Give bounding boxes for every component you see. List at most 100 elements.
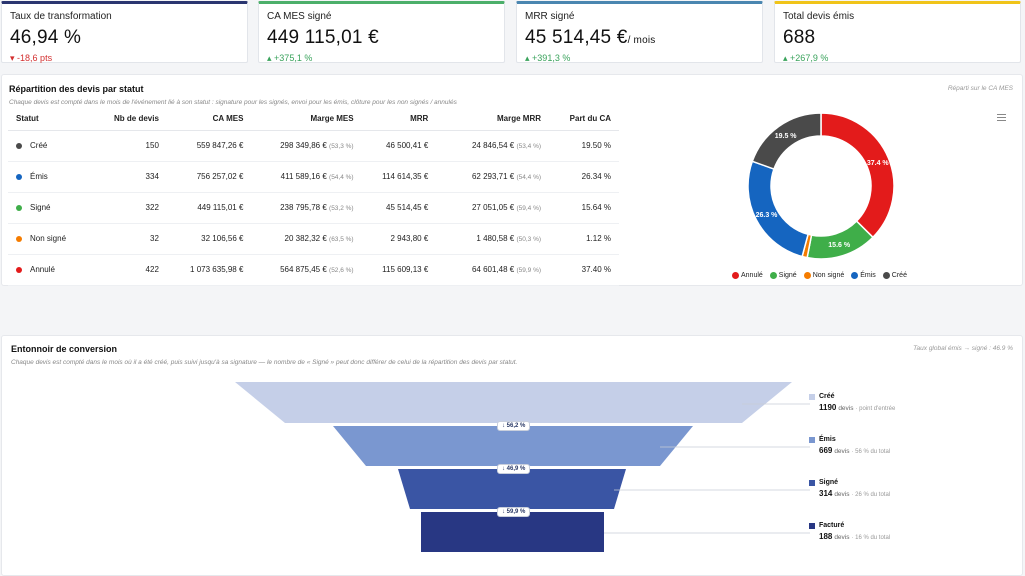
status-dot [16, 266, 22, 273]
table-row: Émis 334 756 257,02 € 411 589,16 € (54,4… [8, 161, 619, 193]
funnel-label-cree: Créé 1190 devis · point d'entrée [809, 393, 895, 412]
kpi-value: 688 [783, 27, 816, 48]
cell-part: 37.40 % [549, 254, 619, 286]
status-dot [16, 173, 22, 180]
kpi-delta: ▴ +267,9 % [783, 53, 829, 63]
kpi-value: 449 115,01 € [267, 27, 379, 48]
legend-item-annule[interactable]: Annulé [732, 272, 763, 279]
legend-square-icon [809, 437, 815, 443]
cell-marge-pct: (63,5 %) [329, 236, 354, 243]
cell-ca: 559 847,26 € [166, 130, 252, 162]
status-label: Émis [30, 172, 48, 181]
cell-mrr: 2 943,80 € [361, 223, 437, 255]
repartition-note: Réparti sur le CA MES [947, 85, 1013, 92]
table-row: Annulé 422 1 073 635,98 € 564 875,45 € (… [8, 254, 619, 286]
cell-nb: 32 [96, 223, 167, 255]
cell-ca: 32 106,56 € [166, 223, 252, 255]
legend-dot-icon [851, 272, 859, 279]
cell-nb: 150 [96, 130, 167, 162]
donut-slice[interactable] [751, 112, 822, 171]
col-header[interactable]: CA MES [166, 108, 252, 131]
legend-square-icon [809, 394, 815, 400]
cell-part: 19.50 % [549, 130, 619, 162]
funnel-note: Taux global émis → signé : 46.9 % [913, 345, 1013, 352]
slice-label: 37.4 % [867, 160, 890, 167]
conversion-badge: ↓ 59,9 % [497, 507, 531, 517]
status-dot [16, 142, 22, 149]
cell-marge-mrr-pct: (59,9 %) [516, 267, 542, 274]
legend-item-emis[interactable]: Émis [851, 272, 876, 279]
table-header-row: Statut Nb de devis CA MES Marge MES MRR … [8, 108, 619, 131]
arrow-up-icon: ▴ [267, 53, 272, 63]
col-header[interactable]: Statut [8, 108, 97, 131]
legend-dot-icon [882, 272, 890, 279]
cell-marge: 564 875,45 € [280, 265, 327, 274]
cell-mrr: 115 609,13 € [361, 254, 437, 286]
col-header[interactable]: Nb de devis [96, 108, 167, 131]
cell-marge: 238 795,78 € [280, 203, 327, 212]
slice-label: 19.5 % [775, 133, 798, 140]
legend-item-signe[interactable]: Signé [769, 272, 797, 279]
col-header[interactable]: Marge MES [251, 108, 362, 131]
legend-item-non-signe[interactable]: Non signé [803, 272, 844, 279]
cell-ca: 1 073 635,98 € [166, 254, 252, 286]
donut-slice[interactable] [747, 160, 809, 258]
kpi-delta: ▴ +375,1 % [267, 53, 313, 63]
table-row: Non signé 32 32 106,56 € 20 382,32 € (63… [8, 223, 619, 255]
status-label: Créé [30, 141, 48, 150]
kpi-value: 45 514,45 €/ mois [525, 27, 656, 48]
donut-slice[interactable] [806, 220, 875, 260]
cell-marge-mrr: 64 601,48 € [471, 265, 515, 274]
cell-marge-mrr-pct: (54,4 %) [516, 174, 542, 181]
donut-slice[interactable] [820, 112, 895, 239]
col-header[interactable]: MRR [361, 108, 437, 131]
status-dot [16, 235, 22, 242]
legend-square-icon [809, 523, 815, 529]
status-dot [16, 204, 22, 211]
kpi-delta: ▾ -18,6 pts [10, 53, 53, 63]
cell-marge-pct: (53,3 %) [329, 143, 354, 150]
chart-legend: Annulé Signé Non signé Émis Créé [732, 272, 907, 279]
cell-marge-pct: (53,2 %) [329, 205, 354, 212]
funnel-label-facture: Facturé 188 devis · 16 % du total [809, 522, 890, 541]
cell-marge: 298 349,86 € [280, 141, 327, 150]
cell-marge: 20 382,32 € [284, 234, 327, 243]
cell-part: 15.64 % [549, 192, 619, 224]
cell-marge-mrr: 1 480,58 € [476, 234, 515, 243]
col-header[interactable]: Part du CA [549, 108, 619, 131]
slice-label: 26.3 % [756, 212, 779, 219]
cell-marge-mrr: 62 293,71 € [471, 172, 515, 181]
slice-label: 15.6 % [828, 242, 851, 249]
legend-dot-icon [769, 272, 777, 279]
donut-chart: 37.4 % 15.6 % 26.3 % 19.5 % [747, 112, 895, 260]
cell-nb: 334 [96, 161, 167, 193]
status-label: Signé [30, 203, 51, 212]
cell-nb: 422 [96, 254, 167, 286]
cell-part: 26.34 % [549, 161, 619, 193]
kpi-row: Taux de transformation 46,94 % ▾ -18,6 p… [0, 0, 1025, 64]
cell-marge-pct: (52,6 %) [329, 267, 354, 274]
kpi-title: CA MES signé [267, 11, 332, 22]
hamburger-menu-icon[interactable] [997, 114, 1006, 122]
kpi-card-mrr: MRR signé 45 514,45 €/ mois ▴ +391,3 % [516, 1, 763, 63]
funnel-label-signe: Signé 314 devis · 26 % du total [809, 479, 890, 498]
conversion-badge: ↓ 46,9 % [497, 464, 531, 474]
cell-marge: 411 589,16 € [280, 172, 327, 181]
repartition-subtitle: Chaque devis est compté dans le mois de … [9, 99, 457, 106]
cell-mrr: 46 500,41 € [361, 130, 437, 162]
col-header[interactable]: Marge MRR [436, 108, 550, 131]
cell-marge-mrr-pct: (53,4 %) [516, 143, 542, 150]
funnel-subtitle: Chaque devis est compté dans le mois où … [11, 359, 518, 366]
legend-item-cree[interactable]: Créé [882, 272, 907, 279]
legend-dot-icon [803, 272, 811, 279]
arrow-up-icon: ▴ [525, 53, 530, 63]
table-row: Signé 322 449 115,01 € 238 795,78 € (53,… [8, 192, 619, 224]
kpi-title: Taux de transformation [10, 11, 112, 22]
cell-marge-mrr-pct: (50,3 %) [516, 236, 542, 243]
cell-marge-mrr: 24 846,54 € [471, 141, 515, 150]
legend-square-icon [809, 480, 815, 486]
kpi-value: 46,94 % [10, 27, 82, 48]
cell-part: 1.12 % [549, 223, 619, 255]
cell-nb: 322 [96, 192, 167, 224]
repartition-title: Répartition des devis par statut [9, 84, 144, 94]
